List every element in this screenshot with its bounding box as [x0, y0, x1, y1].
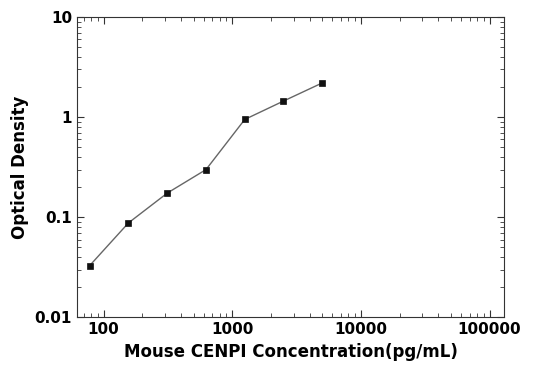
- X-axis label: Mouse CENPI Concentration(pg/mL): Mouse CENPI Concentration(pg/mL): [124, 343, 457, 361]
- Y-axis label: Optical Density: Optical Density: [11, 96, 29, 239]
